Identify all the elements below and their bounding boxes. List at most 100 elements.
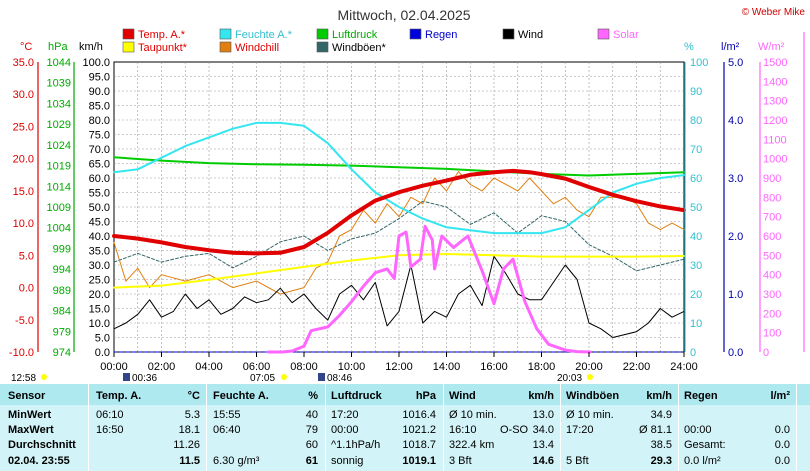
cell-press-v: 1021.2 — [402, 424, 436, 436]
wind-tick-label: 70.0 — [89, 144, 110, 156]
rain-tick-label: 4.0 — [728, 115, 743, 127]
x-tick-label: 24:00 — [670, 361, 698, 373]
press-tick-label: 1044 — [47, 57, 71, 69]
x-tick-label: 20:00 — [575, 361, 603, 373]
cell-gust-t: 5 Bft — [566, 455, 589, 467]
wind-tick-label: 80.0 — [89, 115, 110, 127]
solar-tick-label: 1400 — [763, 76, 787, 88]
solar-tick-label: 800 — [763, 192, 781, 204]
temp-tick-label: 30.0 — [13, 89, 34, 101]
temp-tick-label: 0.0 — [19, 283, 34, 295]
legend-label: Windchill — [235, 42, 279, 54]
cell-press-t: sonnig — [331, 455, 364, 467]
press-tick-label: 994 — [53, 264, 71, 276]
wind-tick-label: 75.0 — [89, 130, 110, 142]
temp-unit: °C — [20, 41, 32, 53]
wind-tick-label: 30.0 — [89, 260, 110, 272]
legend-label: Taupunkt* — [138, 42, 188, 54]
wind-tick-label: 10.0 — [89, 318, 110, 330]
cell-wind-t: 322.4 km — [449, 439, 495, 451]
press-tick-label: 1034 — [47, 98, 71, 110]
hum-tick-label: 90 — [690, 86, 702, 98]
divider — [325, 384, 326, 471]
rain-tick-label: 2.0 — [728, 231, 743, 243]
wind-tick-label: 5.0 — [95, 333, 110, 345]
sun-icon — [587, 374, 593, 380]
legend-label: Wind — [518, 29, 543, 41]
x-tick-label: 10:00 — [338, 361, 366, 373]
solar-tick-label: 100 — [763, 328, 781, 340]
rain-unit: l/m² — [721, 41, 740, 53]
cell-press-t: 00:00 — [331, 424, 359, 436]
cell-hum-v: 40 — [305, 409, 318, 421]
cell-wind-v: 14.6 — [532, 455, 554, 467]
cell-temp-v: 11.5 — [179, 455, 200, 467]
x-tick-label: 02:00 — [148, 361, 176, 373]
cell-wind-t: 3 Bft — [449, 455, 472, 467]
press-tick-label: 1014 — [47, 181, 71, 193]
x-tick-label: 18:00 — [528, 361, 556, 373]
solar-tick-label: 300 — [763, 289, 781, 301]
legend-swatch — [409, 28, 422, 40]
stats-header-row — [0, 384, 810, 405]
solar-tick-label: 200 — [763, 308, 781, 320]
weather-chart: 35.0 30.0 25.0 20.0 15.0 10.0 5.0 0.0 -5.0 -10.0 1… — [9, 7, 806, 384]
wind-tick-label: 35.0 — [89, 246, 110, 258]
legend: Temp. A.* Feuchte A.* Luftdruck Regen Wind So… — [122, 28, 639, 54]
x-tick-label: 12:00 — [385, 361, 413, 373]
cell-wind-v: 34.0 — [532, 424, 554, 436]
hum-tick-label: 60 — [690, 173, 702, 185]
x-tick-label: 08:00 — [290, 361, 318, 373]
temp-tick-label: 10.0 — [13, 218, 34, 230]
series-tempa — [112, 168, 686, 256]
press-tick-label: 984 — [53, 306, 71, 318]
wind-tick-label: 50.0 — [89, 202, 110, 214]
legend-swatch — [502, 28, 515, 40]
cell-label: Durchschnitt — [8, 439, 76, 451]
wind-tick-label: 90.0 — [89, 86, 110, 98]
cell-gust-v: 38.5 — [650, 439, 672, 451]
temp-tick-label: 5.0 — [19, 250, 34, 262]
credit-text[interactable]: © Weber Mike — [742, 7, 806, 18]
divider — [443, 384, 444, 471]
cell-wind-v: 13.4 — [532, 439, 554, 451]
moonrise-time: 12:58 — [11, 373, 36, 384]
cell-press-v: 1016.4 — [402, 409, 436, 421]
temp-tick-label: -10.0 — [9, 347, 34, 359]
solar-tick-label: 400 — [763, 270, 781, 282]
cell-gust-v: 34.9 — [650, 409, 672, 421]
sunrise-time: 07:05 — [250, 373, 275, 384]
axis-units: °C hPa km/h % l/m² W/m² — [20, 41, 785, 53]
moon-icon — [41, 374, 47, 380]
rain-tick-label: 1.0 — [728, 289, 743, 301]
axes: 35.0 30.0 25.0 20.0 15.0 10.0 5.0 0.0 -5.0 -10.0 1… — [9, 32, 805, 373]
header-rain: Regen — [684, 390, 718, 402]
cell-gust-v: Ø 81.1 — [638, 424, 672, 436]
marker-2-time: 08:46 — [327, 373, 352, 384]
cell-hum-t: 06:40 — [213, 424, 241, 436]
x-tick-label: 16:00 — [480, 361, 508, 373]
solar-tick-label: 1300 — [763, 96, 787, 108]
legend-swatch — [316, 41, 329, 53]
wind-tick-label: 25.0 — [89, 275, 110, 287]
legend-label: Solar — [613, 29, 639, 41]
wind-tick-label: 0.0 — [95, 347, 110, 359]
series-wind — [113, 255, 685, 338]
header-press-unit: hPa — [415, 390, 436, 402]
series-feuchtea — [113, 121, 685, 235]
legend-label: Feuchte A.* — [235, 29, 293, 41]
divider — [206, 384, 207, 471]
wind-tick-label: 65.0 — [89, 159, 110, 171]
cell-rain-t: Gesamt: — [684, 439, 726, 451]
cell-hum-v: 61 — [305, 455, 318, 467]
marker-1-time: 00:36 — [132, 373, 157, 384]
solar-tick-label: 500 — [763, 250, 781, 262]
marker-icon — [123, 373, 130, 381]
cell-gust-t: 17:20 — [566, 424, 594, 436]
press-tick-label: 1039 — [47, 78, 71, 90]
cell-temp-v: 11.26 — [173, 439, 200, 451]
cell-temp-v: 18.1 — [178, 424, 200, 436]
legend-swatch — [122, 28, 135, 40]
stats-table: Sensor Temp. A. °C Feuchte A. % Luftdruc… — [0, 384, 810, 471]
cell-label: 02.04. 23:55 — [8, 455, 70, 467]
